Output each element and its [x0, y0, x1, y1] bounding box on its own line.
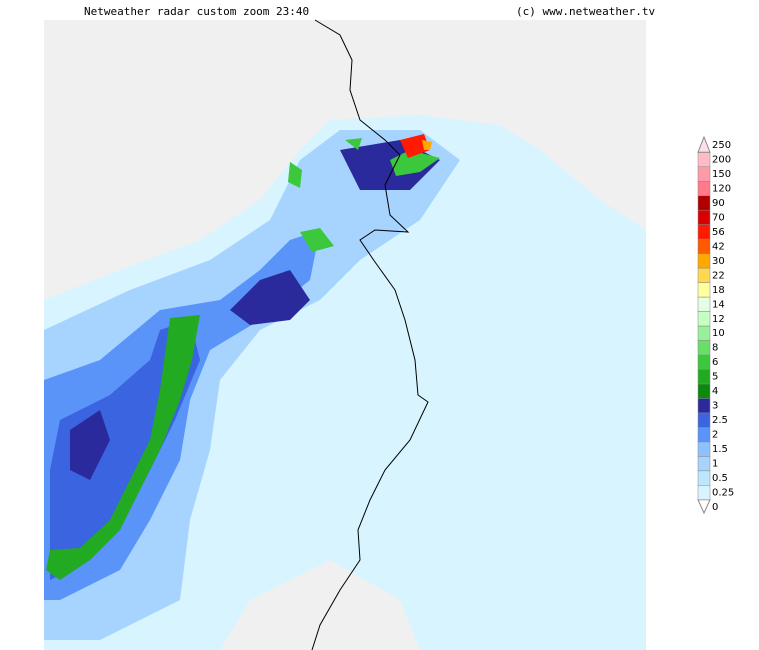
legend-swatch [697, 354, 711, 370]
legend-swatch [697, 311, 711, 327]
rain-light [44, 115, 646, 650]
legend-label: 56 [712, 227, 725, 238]
legend-label: 8 [712, 343, 718, 354]
legend-label: 10 [712, 328, 725, 339]
legend-swatch [697, 485, 711, 501]
legend-label: 250 [712, 140, 731, 151]
legend-label: 2 [712, 430, 718, 441]
legend-swatch [697, 238, 711, 254]
credit: (c) www.netweather.tv [516, 5, 655, 18]
legend-swatch [697, 456, 711, 472]
radar-map [44, 19, 646, 650]
legend-label: 18 [712, 285, 725, 296]
legend-label: 200 [712, 154, 731, 165]
rain-intense-edge [422, 140, 432, 150]
map-title: Netweather radar custom zoom 23:40 [84, 5, 309, 18]
legend-label: 120 [712, 183, 731, 194]
legend-arrow [697, 499, 711, 515]
legend-label: 0.25 [712, 488, 734, 499]
legend-label: 3 [712, 401, 718, 412]
legend-swatch [697, 325, 711, 341]
legend-swatch [697, 383, 711, 399]
legend-swatch [697, 180, 711, 196]
legend-swatch [697, 340, 711, 356]
legend-swatch [697, 369, 711, 385]
legend-label: 5 [712, 372, 718, 383]
legend: 00.250.511.522.5345681012141822304256709… [697, 135, 734, 515]
rain-cells [288, 138, 440, 252]
legend-label: 30 [712, 256, 725, 267]
legend-arrow [697, 135, 711, 153]
legend-swatch [697, 296, 711, 312]
legend-swatch [697, 224, 711, 240]
legend-swatch [697, 470, 711, 486]
legend-swatch [697, 282, 711, 298]
legend-swatch [697, 427, 711, 443]
legend-label: 0.5 [712, 473, 728, 484]
legend-swatch [697, 267, 711, 283]
legend-swatch [697, 151, 711, 167]
legend-swatch [697, 209, 711, 225]
legend-label: 2.5 [712, 415, 728, 426]
legend-swatch [697, 441, 711, 457]
legend-swatch [697, 253, 711, 269]
rain-intense [400, 134, 430, 158]
legend-label: 90 [712, 198, 725, 209]
legend-label: 22 [712, 270, 725, 281]
legend-swatch [697, 412, 711, 428]
legend-swatch [697, 398, 711, 414]
legend-label: 150 [712, 169, 731, 180]
legend-label: 6 [712, 357, 718, 368]
legend-label: 12 [712, 314, 725, 325]
rain-core-a [230, 270, 310, 325]
legend-swatch [697, 195, 711, 211]
legend-label: 1.5 [712, 444, 728, 455]
legend-label: 4 [712, 386, 718, 397]
legend-label: 70 [712, 212, 725, 223]
legend-label: 14 [712, 299, 725, 310]
legend-label: 42 [712, 241, 725, 252]
legend-swatch [697, 166, 711, 182]
legend-label: 0 [712, 502, 718, 513]
rain-band [46, 315, 200, 580]
coastline [311, 19, 429, 650]
legend-label: 1 [712, 459, 718, 470]
